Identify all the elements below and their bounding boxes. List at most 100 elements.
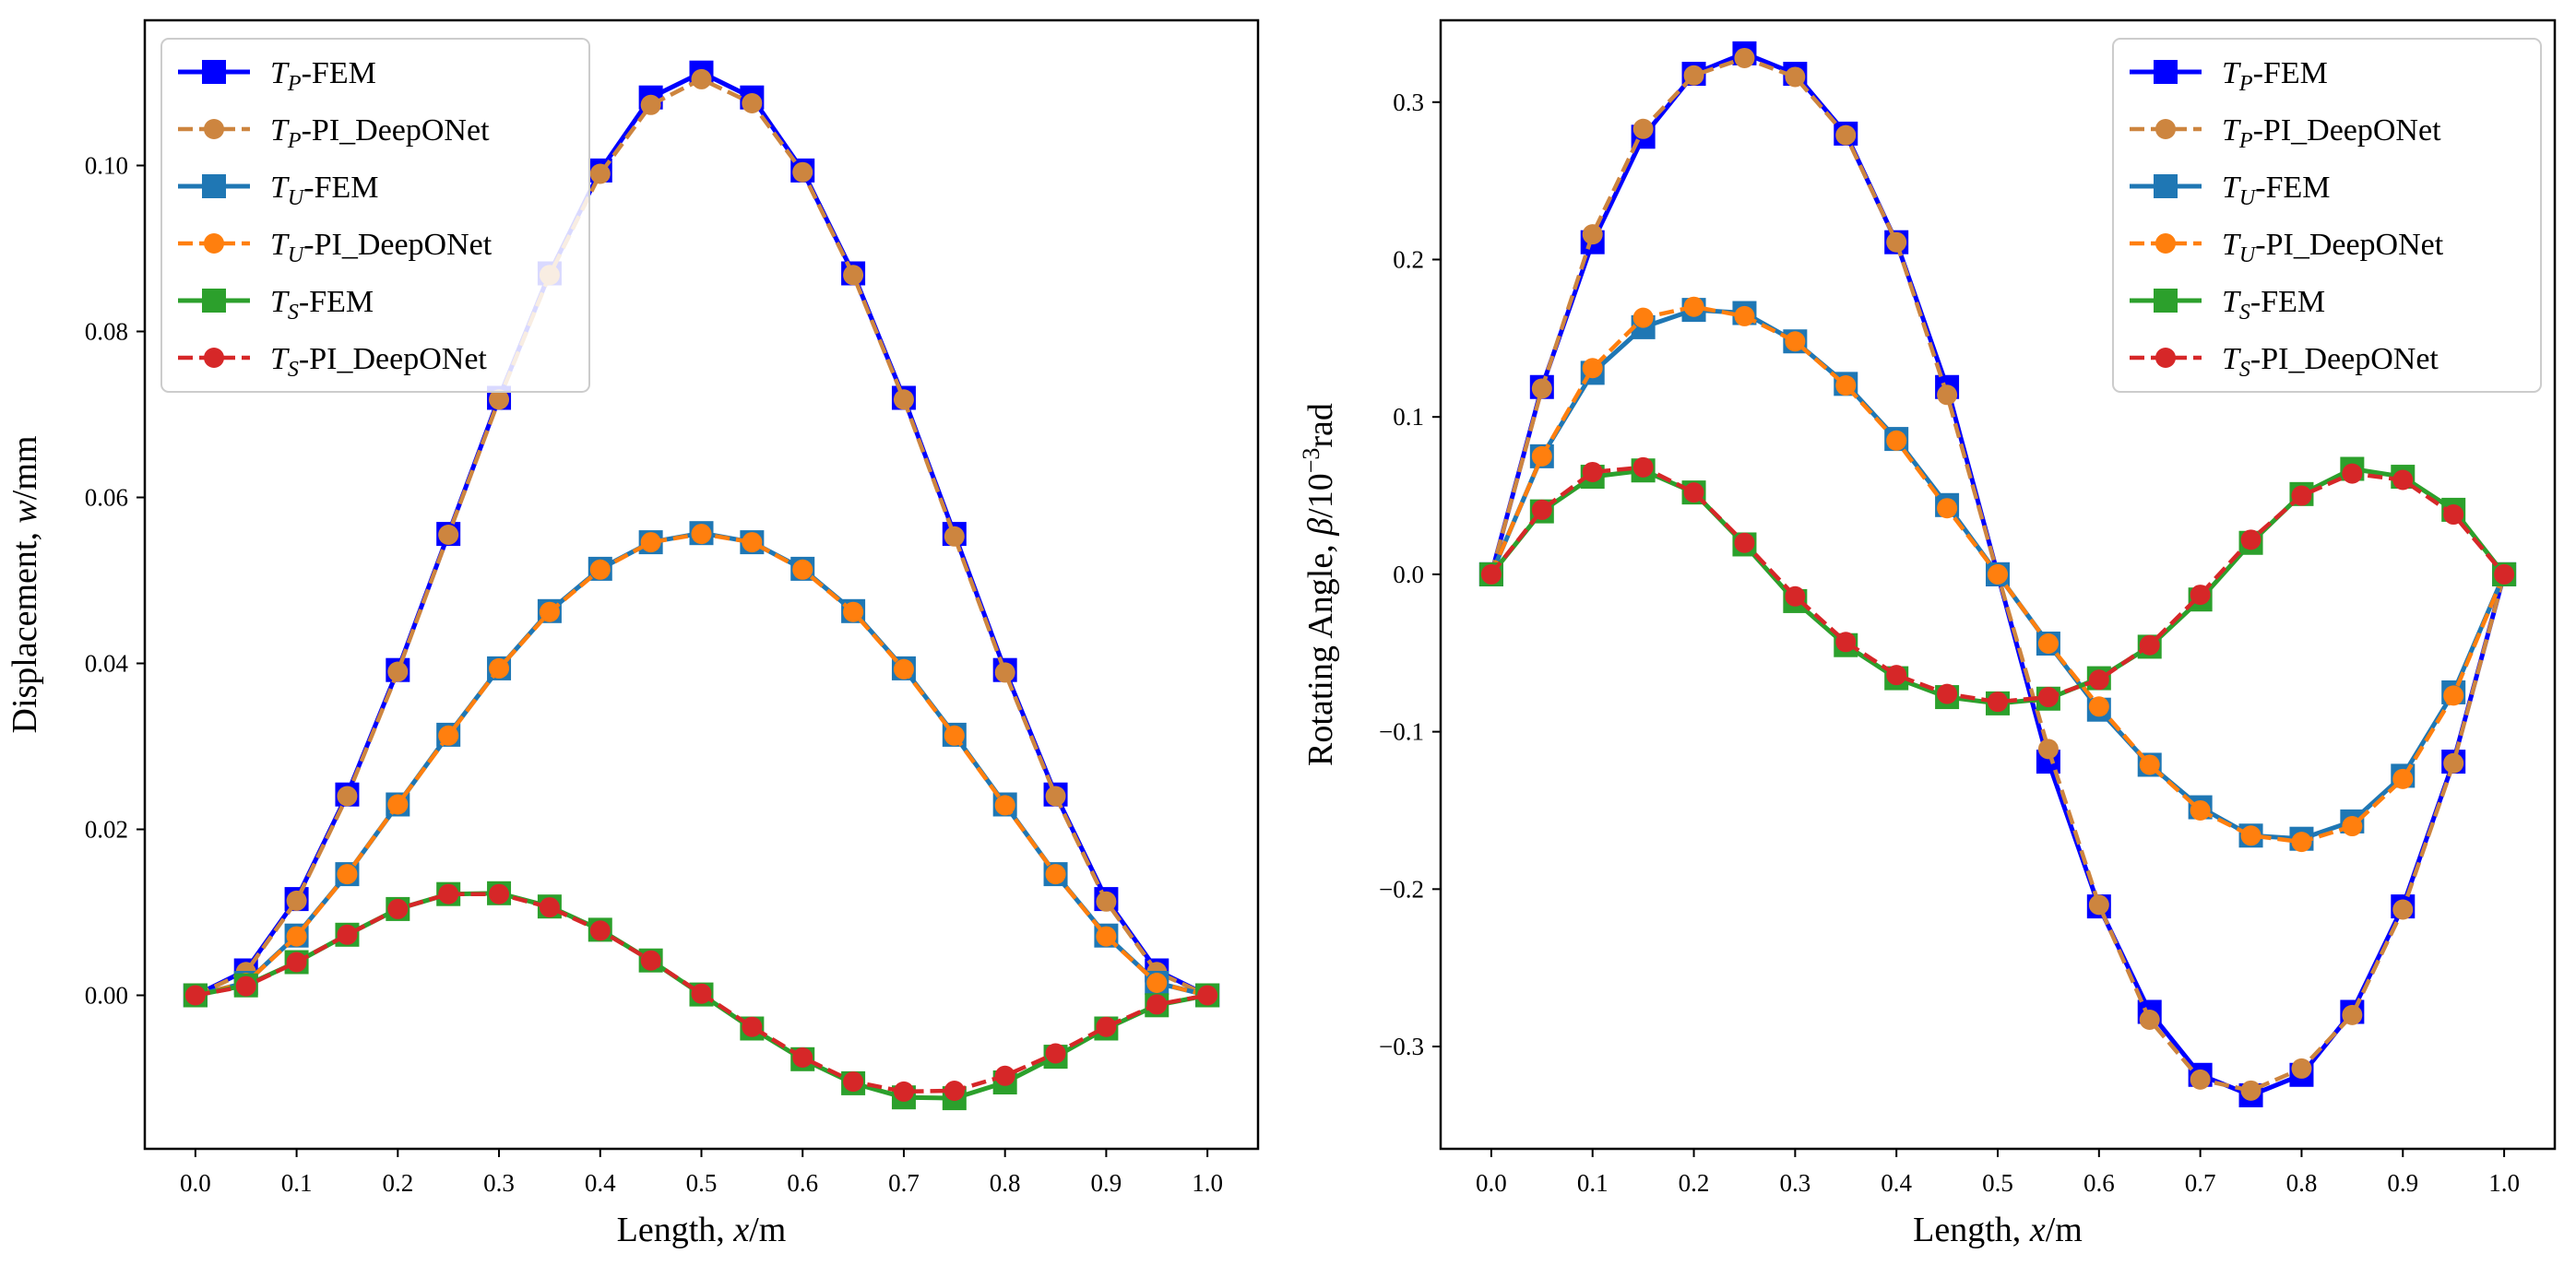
data-point [2291, 1058, 2312, 1079]
x-tick-label: 0.7 [888, 1169, 920, 1197]
data-point [1632, 118, 1654, 139]
legend-label: TP-PI_DeepONet [270, 113, 490, 153]
legend-label-sub: S [2239, 358, 2250, 382]
legend-marker [2154, 289, 2178, 313]
x-axis-label-text: Length, [1913, 1211, 2030, 1249]
x-axis-label-unit: /m [749, 1211, 786, 1249]
axes-frame [1439, 18, 2557, 1151]
legend-label: TU-PI_DeepONet [270, 228, 493, 267]
data-point [337, 786, 358, 807]
series-T_S-PI_DeepONet [184, 883, 1218, 1102]
y-tick-label: 0.0 [1393, 561, 1424, 588]
legend-label-base: T [270, 171, 290, 205]
legend-label: TS-FEM [270, 285, 374, 325]
legend-label-suffix: -FEM [2255, 171, 2330, 205]
data-point [994, 795, 1015, 816]
y-axis-label-unit: /mm [6, 436, 44, 501]
x-axis-label-var: x [732, 1211, 749, 1249]
y-tick-label: 0.08 [85, 318, 128, 346]
legend-marker [2154, 174, 2178, 198]
legend-label-suffix: -FEM [2253, 56, 2328, 90]
x-tick-label: 0.4 [1881, 1169, 1912, 1197]
legend-marker [2155, 233, 2176, 254]
data-point [1785, 585, 1806, 607]
x-axis-label-unit: /m [2046, 1211, 2083, 1249]
data-point [2342, 463, 2363, 484]
data-point [1937, 384, 1958, 406]
data-point [2139, 754, 2160, 775]
y-axis-label-var: w [6, 500, 44, 524]
x-tick-label: 0.5 [686, 1169, 718, 1197]
data-point [792, 559, 813, 580]
x-tick-label: 0.8 [990, 1169, 1021, 1197]
legend-marker [202, 174, 226, 198]
legend-label-sub: P [287, 72, 302, 96]
x-tick-label: 0.3 [483, 1169, 515, 1197]
data-point [1734, 532, 1755, 553]
legend-label-base: T [2222, 56, 2241, 90]
y-tick-label: −0.3 [1379, 1033, 1424, 1060]
data-point [1785, 66, 1806, 88]
chart-panel-rotating-angle: 0.0 0.1 0.2 0.3 0.4 0.5 0.6 0.7 0.8 0.9 1.0 −0.3 −0.… [1298, 18, 2557, 1249]
legend-entry: TU-FEM [178, 171, 379, 210]
x-tick-label: 0.1 [1577, 1169, 1609, 1197]
data-point [387, 661, 409, 682]
data-point [742, 1016, 763, 1037]
data-point [589, 920, 611, 941]
data-point [1197, 985, 1218, 1006]
legend-label-sub: P [2238, 72, 2253, 96]
data-point [1531, 445, 1552, 467]
x-tick-label: 1.0 [1192, 1169, 1223, 1197]
y-axis-label-exponent: −3 [1298, 448, 1324, 474]
data-point [893, 1081, 914, 1102]
y-tick-label: −0.1 [1379, 718, 1424, 746]
y-axis-label-var: β [1301, 518, 1340, 537]
data-point [2443, 752, 2464, 774]
data-point [2037, 633, 2059, 655]
x-axis-label: Length, x/m [1913, 1211, 2083, 1249]
data-point [2088, 669, 2109, 691]
data-point [1988, 692, 2008, 713]
legend-label: TS-PI_DeepONet [2222, 342, 2439, 382]
legend-label: TU-PI_DeepONet [2222, 228, 2444, 267]
data-point [1886, 430, 1907, 451]
data-point [2342, 1004, 2363, 1025]
data-point [1531, 378, 1552, 399]
data-point [2037, 687, 2059, 708]
data-point [1835, 124, 1857, 146]
data-point [792, 1047, 813, 1068]
data-point [2443, 504, 2464, 526]
y-tick-label: 0.2 [1393, 245, 1424, 273]
data-point [2190, 585, 2211, 606]
data-point [2494, 563, 2515, 585]
y-axis-label: Displacement, w/mm [6, 436, 44, 734]
x-axis-label: Length, x/m [617, 1211, 787, 1249]
data-point [2392, 469, 2414, 491]
y-axis-label: Rotating Angle, β/10−3rad [1298, 403, 1341, 766]
data-point [1734, 305, 1755, 326]
legend-marker [2155, 119, 2176, 139]
data-point [1096, 926, 1117, 947]
data-point [2291, 832, 2312, 853]
legend-label-sub: U [2239, 186, 2257, 210]
legend-entry: TP-PI_DeepONet [178, 113, 490, 153]
data-point [994, 662, 1015, 683]
data-point [2342, 816, 2363, 837]
data-point [387, 794, 409, 815]
data-point [489, 389, 510, 410]
legend-label-base: T [270, 56, 290, 90]
data-point [286, 926, 307, 947]
legend-entry: TS-FEM [178, 285, 374, 325]
data-point [843, 601, 864, 622]
y-axis-label-text: Displacement, [6, 524, 44, 734]
data-point [1582, 461, 1603, 482]
data-point [1683, 65, 1704, 86]
x-tick-label: 0.0 [1476, 1169, 1507, 1197]
y-tick-label: 0.1 [1393, 403, 1424, 431]
data-point [2240, 825, 2261, 846]
legend-label: TP-FEM [270, 56, 376, 96]
data-point [1937, 683, 1958, 704]
data-point [944, 526, 965, 547]
legend-entry: TS-PI_DeepONet [178, 342, 487, 382]
